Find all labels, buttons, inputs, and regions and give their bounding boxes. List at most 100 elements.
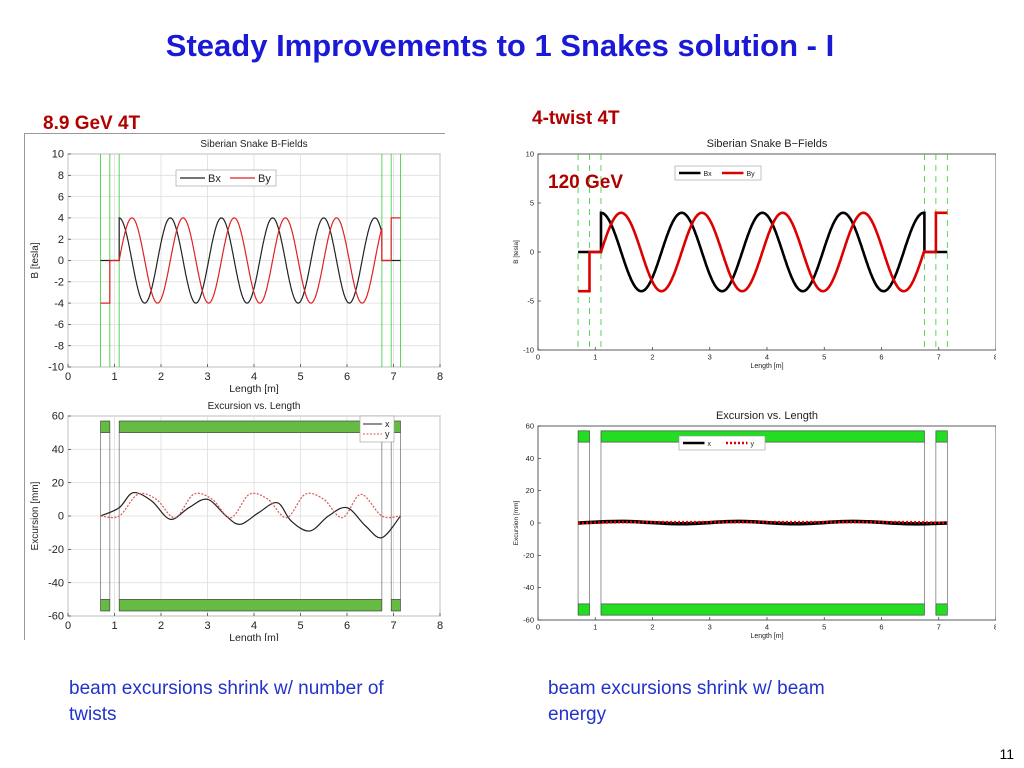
- y-tick-label: 60: [52, 411, 64, 423]
- legend-box: [678, 435, 766, 451]
- legend-label-x: x: [385, 419, 390, 429]
- y-tick-label: 20: [52, 477, 64, 489]
- chart-title: Excursion vs. Length: [208, 401, 301, 412]
- series-line-by: [100, 217, 401, 304]
- magnet-pole-top: [577, 430, 590, 443]
- y-tick-label: -40: [523, 583, 534, 592]
- x-tick-label: 5: [297, 620, 303, 632]
- legend-label-by: By: [258, 173, 271, 185]
- y-tick-label: 5: [530, 199, 534, 208]
- magnet-pole-top: [100, 420, 111, 433]
- right-energy-label: 120 GeV: [548, 172, 623, 193]
- series-line-x: [100, 491, 401, 539]
- series-line-y: [578, 520, 948, 525]
- y-axis-label: Excursion [mm]: [513, 500, 520, 545]
- legend-label-by: By: [747, 171, 756, 178]
- y-axis-label: B [tesla]: [30, 242, 41, 278]
- y-tick-label: -20: [48, 544, 64, 556]
- y-tick-label: 2: [58, 234, 64, 246]
- y-tick-label: -10: [523, 346, 534, 355]
- y-tick-label: 8: [58, 170, 64, 182]
- x-tick-label: 0: [65, 620, 71, 632]
- legend-box: [175, 169, 277, 187]
- series-line-by: [578, 211, 948, 293]
- x-tick-label: 7: [937, 623, 941, 632]
- chart-title: Siberian Snake B−Fields: [707, 138, 828, 150]
- x-tick-label: 6: [344, 371, 350, 383]
- x-tick-label: 8: [994, 623, 996, 632]
- x-tick-label: 4: [765, 623, 769, 632]
- magnet-pole-bottom: [100, 599, 111, 612]
- y-tick-label: 0: [530, 519, 534, 528]
- y-tick-label: 6: [58, 191, 64, 203]
- magnet-pole-bottom: [118, 599, 383, 612]
- y-tick-label: 10: [526, 150, 534, 159]
- series-line-bx: [100, 217, 401, 304]
- legend-box: [359, 415, 395, 443]
- x-tick-label: 0: [65, 371, 71, 383]
- y-tick-label: 60: [526, 422, 534, 431]
- x-tick-label: 0: [536, 353, 540, 362]
- x-tick-label: 3: [204, 371, 210, 383]
- chart-right-bfields: 0 1 2 3 4 5 6 7 8 -10 -5 0 5 10 Siberian Snake B−Field…: [513, 138, 996, 370]
- x-tick-label: 1: [593, 623, 597, 632]
- chart-right-excursion: 0 1 2 3 4 5 6 7 8 -60 -40 -20 0 20 40 60 Excursion vs. L…: [513, 410, 996, 640]
- x-tick-label: 2: [158, 620, 164, 632]
- x-tick-label: 8: [437, 371, 443, 383]
- plot-area: [537, 153, 996, 351]
- magnet-pole-bottom: [600, 603, 925, 616]
- y-tick-label: 10: [52, 149, 64, 161]
- legend-box: [674, 165, 762, 181]
- x-tick-label: 3: [204, 620, 210, 632]
- slide-title: Steady Improvements to 1 Snakes solution…: [165, 28, 835, 63]
- x-tick-label: 4: [251, 620, 257, 632]
- bullet-left: beam excursions shrink w/ number of twis…: [69, 678, 384, 725]
- y-tick-label: 0: [58, 255, 64, 267]
- right-caption: 4-twist 4T: [532, 108, 620, 129]
- y-tick-label: -4: [54, 298, 64, 310]
- magnet-pole-top: [118, 420, 383, 433]
- x-tick-label: 2: [650, 353, 654, 362]
- page-number: 11: [999, 746, 1014, 762]
- legend-label-bx: Bx: [208, 173, 221, 185]
- x-tick-label: 5: [822, 353, 826, 362]
- legend-label-bx: Bx: [704, 171, 713, 178]
- left-caption: 8.9 GeV 4T: [43, 113, 141, 134]
- x-tick-label: 2: [158, 371, 164, 383]
- chart-left-bfields: 0 1 2 3 4 5 6 7 8 -10 -8 -6 -4 -2 0 2 4 6 8 10 Siberian Snak…: [30, 139, 443, 394]
- y-tick-label: 40: [52, 444, 64, 456]
- magnet-pole-bottom: [935, 603, 948, 616]
- x-tick-label: 0: [536, 623, 540, 632]
- y-tick-label: 20: [526, 486, 534, 495]
- x-tick-label: 8: [994, 353, 996, 362]
- series-line-bx: [578, 211, 948, 293]
- y-tick-label: -60: [523, 616, 534, 625]
- y-tick-label: -60: [48, 611, 64, 623]
- chart-title: Siberian Snake B-Fields: [200, 139, 307, 150]
- y-tick-label: -5: [527, 297, 534, 306]
- x-tick-label: 3: [708, 623, 712, 632]
- chart-left-excursion: 0 1 2 3 4 5 6 7 8 -60 -40 -20 0 20 40 60 Excursion vs. L…: [30, 401, 443, 641]
- magnet-pole-bottom: [390, 599, 401, 612]
- y-tick-label: -8: [54, 340, 64, 352]
- x-tick-label: 4: [765, 353, 769, 362]
- y-tick-label: 4: [58, 213, 64, 225]
- x-tick-label: 3: [708, 353, 712, 362]
- x-tick-label: 1: [111, 620, 117, 632]
- magnet-pole-top: [935, 430, 948, 443]
- x-tick-label: 5: [297, 371, 303, 383]
- x-tick-label: 1: [593, 353, 597, 362]
- x-tick-label: 6: [879, 353, 883, 362]
- x-tick-label: 1: [111, 371, 117, 383]
- legend-label-y: y: [751, 441, 755, 448]
- y-tick-label: -10: [48, 362, 64, 374]
- x-axis-label: Length [m]: [750, 363, 783, 370]
- x-tick-label: 2: [650, 623, 654, 632]
- y-tick-label: -20: [523, 551, 534, 560]
- x-axis-label: Length [m]: [750, 633, 783, 640]
- x-tick-label: 5: [822, 623, 826, 632]
- y-axis-label: B [tesla]: [513, 240, 520, 264]
- x-axis-label: Length [m]: [229, 632, 279, 641]
- left-figure-frame: [24, 133, 445, 640]
- y-tick-label: -40: [48, 577, 64, 589]
